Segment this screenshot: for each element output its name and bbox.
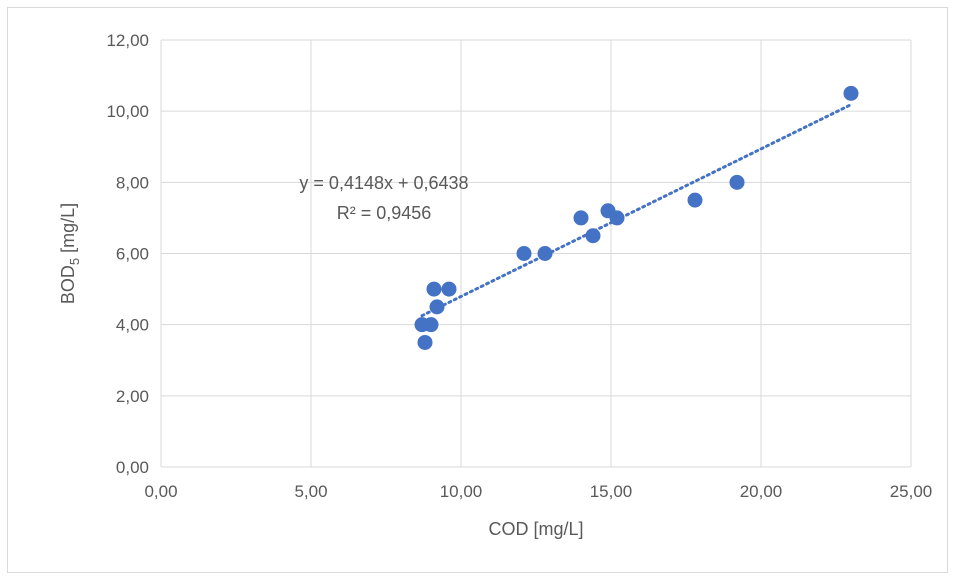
x-tick-label: 15,00 bbox=[590, 482, 633, 501]
data-point bbox=[573, 210, 589, 226]
x-tick-label: 0,00 bbox=[144, 482, 177, 501]
data-point bbox=[843, 85, 859, 101]
y-tick-label: 6,00 bbox=[116, 245, 149, 264]
data-point bbox=[729, 174, 745, 190]
data-point bbox=[417, 334, 433, 350]
y-axis-title: BOD5 [mg/L] bbox=[58, 203, 82, 304]
data-point bbox=[426, 281, 442, 297]
y-tick-label: 12,00 bbox=[106, 31, 149, 50]
y-tick-label: 10,00 bbox=[106, 102, 149, 121]
data-point bbox=[609, 210, 625, 226]
y-tick-label: 0,00 bbox=[116, 458, 149, 477]
y-axis-title-suffix: [mg/L] bbox=[58, 203, 78, 258]
x-axis-ticks: 0,00 5,00 10,00 15,00 20,00 25,00 bbox=[144, 482, 932, 501]
chart-area: 0,00 5,00 10,00 15,00 20,00 25,00 0,00 2,00 4,0… bbox=[7, 7, 948, 573]
x-axis-title: COD [mg/L] bbox=[488, 519, 583, 539]
data-points bbox=[414, 85, 859, 350]
data-point bbox=[516, 246, 532, 261]
trendline-equation: y = 0,4148x + 0,6438 bbox=[299, 173, 468, 193]
x-tick-label: 20,00 bbox=[740, 482, 783, 501]
data-point bbox=[441, 281, 457, 297]
trendline-r-squared: R² = 0,9456 bbox=[337, 203, 432, 223]
y-axis-ticks: 0,00 2,00 4,00 6,00 8,00 10,00 12,00 bbox=[106, 31, 149, 477]
x-tick-label: 5,00 bbox=[294, 482, 327, 501]
data-point bbox=[585, 228, 601, 244]
data-point bbox=[423, 317, 439, 333]
y-axis-title-subscript: 5 bbox=[67, 258, 82, 265]
y-tick-label: 4,00 bbox=[116, 316, 149, 335]
y-axis-title-main: BOD bbox=[58, 265, 78, 304]
trendline bbox=[420, 103, 853, 318]
data-point bbox=[687, 192, 703, 208]
x-tick-label: 10,00 bbox=[440, 482, 483, 501]
data-point bbox=[537, 246, 553, 261]
data-point bbox=[429, 299, 445, 315]
scatter-chart: 0,00 5,00 10,00 15,00 20,00 25,00 0,00 2,00 4,0… bbox=[58, 31, 932, 539]
y-tick-label: 2,00 bbox=[116, 387, 149, 406]
x-tick-label: 25,00 bbox=[890, 482, 933, 501]
y-tick-label: 8,00 bbox=[116, 173, 149, 192]
gridlines bbox=[160, 39, 912, 468]
